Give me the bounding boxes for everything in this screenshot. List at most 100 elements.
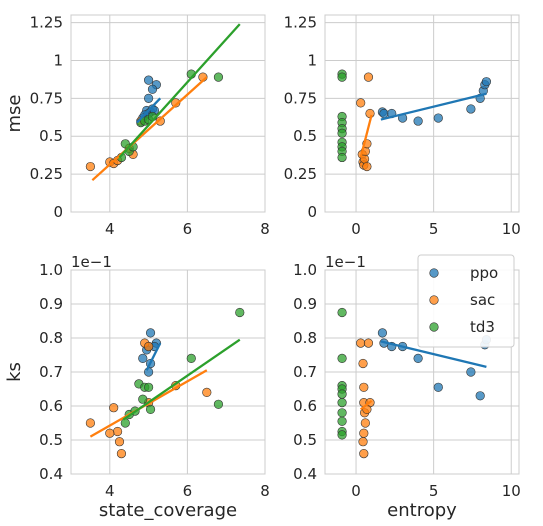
y-tick-label: 1.0 xyxy=(293,261,317,279)
point-ppo xyxy=(475,391,485,401)
y-tick-label: 0 xyxy=(53,203,63,221)
data-layer xyxy=(337,307,492,459)
fit-line-td3 xyxy=(118,23,241,159)
point-sac xyxy=(105,428,115,438)
point-sac xyxy=(202,387,212,398)
y-tick-label: 0.7 xyxy=(293,363,317,381)
y-tick-label: 1.25 xyxy=(284,14,317,32)
fit-line-ppo xyxy=(380,92,487,121)
point-ppo xyxy=(144,75,154,85)
plot-area xyxy=(324,14,520,213)
point-sac xyxy=(112,426,123,437)
legend-marker-td3 xyxy=(429,322,439,332)
point-ppo xyxy=(433,382,443,392)
point-td3 xyxy=(337,353,347,364)
point-td3 xyxy=(337,128,347,138)
x-axis-label: state_coverage xyxy=(99,500,237,521)
point-ppo xyxy=(379,108,389,119)
legend: ppo sac td3 xyxy=(417,254,515,348)
fit-line-ppo xyxy=(145,342,162,371)
point-ppo xyxy=(466,104,476,114)
y-tick-label: 1 xyxy=(53,51,63,69)
y-tick-label: 0.5 xyxy=(293,431,317,449)
point-sac xyxy=(171,98,181,108)
y-tick-label: 0.5 xyxy=(293,127,317,145)
point-sac xyxy=(363,338,374,348)
y-tick-label: 1.0 xyxy=(39,261,63,279)
point-td3 xyxy=(337,408,347,418)
y-axis-label: mse xyxy=(4,95,25,133)
fit-line-sac xyxy=(359,114,373,158)
point-td3 xyxy=(337,152,347,163)
point-td3 xyxy=(120,139,130,149)
point-td3 xyxy=(337,72,347,82)
y-tick-label: 1 xyxy=(307,51,317,69)
point-ppo xyxy=(147,84,158,94)
point-ppo xyxy=(144,367,154,377)
point-ppo xyxy=(144,93,154,103)
x-tick-label: 4 xyxy=(105,220,115,238)
x-tick-label: 10 xyxy=(502,220,521,238)
legend-label-sac: sac xyxy=(470,291,495,309)
x-tick-label: 5 xyxy=(429,482,439,500)
point-sac xyxy=(114,437,125,447)
point-ppo xyxy=(138,353,148,364)
y-tick-label: 0.5 xyxy=(39,127,63,145)
panel-ks_vs_state_coverage: 4 6 8 0.4 0.5 0.6 0.7 0.8 0.9 1.0 1e−1 state_covera… xyxy=(4,253,270,521)
fit-line-sac xyxy=(91,76,208,182)
x-tick-label: 4 xyxy=(105,482,115,500)
point-sac xyxy=(109,403,119,413)
y-tick-label: 0.8 xyxy=(293,329,317,347)
y-tick-label: 0.9 xyxy=(39,295,63,313)
point-sac xyxy=(85,161,95,172)
y-tick-label: 0.8 xyxy=(39,329,63,347)
point-td3 xyxy=(337,430,347,440)
x-tick-label: 6 xyxy=(183,220,193,238)
point-ppo xyxy=(481,77,492,87)
data-layer xyxy=(337,69,492,172)
panel-mse_vs_entropy: 0 5 10 0 0.25 0.5 0.75 1 1.25 xyxy=(284,14,521,238)
point-sac xyxy=(356,338,366,348)
x-tick-label: 8 xyxy=(260,220,270,238)
y-tick-label: 1.25 xyxy=(30,14,63,32)
legend-marker-sac xyxy=(429,295,439,305)
x-tick-label: 0 xyxy=(351,482,361,500)
point-ppo xyxy=(377,328,388,338)
y-axis-label: ks xyxy=(4,362,25,382)
point-ppo xyxy=(145,328,156,338)
data-layer xyxy=(85,307,245,459)
x-axis-label: entropy xyxy=(387,500,457,521)
x-tick-label: 10 xyxy=(502,482,521,500)
y-tick-label: 0.75 xyxy=(284,89,317,107)
legend-label-ppo: ppo xyxy=(470,264,498,282)
fit-line-ppo xyxy=(136,97,162,124)
point-sac xyxy=(359,382,369,392)
y-tick-label: 0.5 xyxy=(39,431,63,449)
y-tick-label: 0.4 xyxy=(39,465,63,483)
y-tick-label: 0.25 xyxy=(30,165,63,183)
x-tick-label: 5 xyxy=(429,220,439,238)
point-sac xyxy=(358,437,368,447)
y-tick-label: 0.6 xyxy=(39,397,63,415)
point-sac xyxy=(144,341,154,352)
point-sac xyxy=(116,449,127,459)
point-sac xyxy=(356,98,366,108)
point-sac xyxy=(359,449,369,459)
point-sac xyxy=(85,418,95,428)
legend-box xyxy=(417,254,515,348)
legend-label-td3: td3 xyxy=(470,318,495,336)
point-sac xyxy=(359,428,369,438)
fit-line-sac xyxy=(359,399,373,411)
offset-text: 1e−1 xyxy=(71,253,112,271)
point-td3 xyxy=(138,394,148,404)
fit-line-td3 xyxy=(122,338,241,421)
point-sac xyxy=(358,358,368,369)
point-td3 xyxy=(337,389,347,399)
y-tick-label: 0 xyxy=(307,203,317,221)
point-ppo xyxy=(413,116,423,126)
point-td3 xyxy=(213,72,224,82)
legend-marker-ppo xyxy=(429,268,439,278)
panel-mse_vs_state_coverage: 4 6 8 0 0.25 0.5 0.75 1 1.25 mse xyxy=(4,14,270,238)
point-td3 xyxy=(337,307,347,318)
